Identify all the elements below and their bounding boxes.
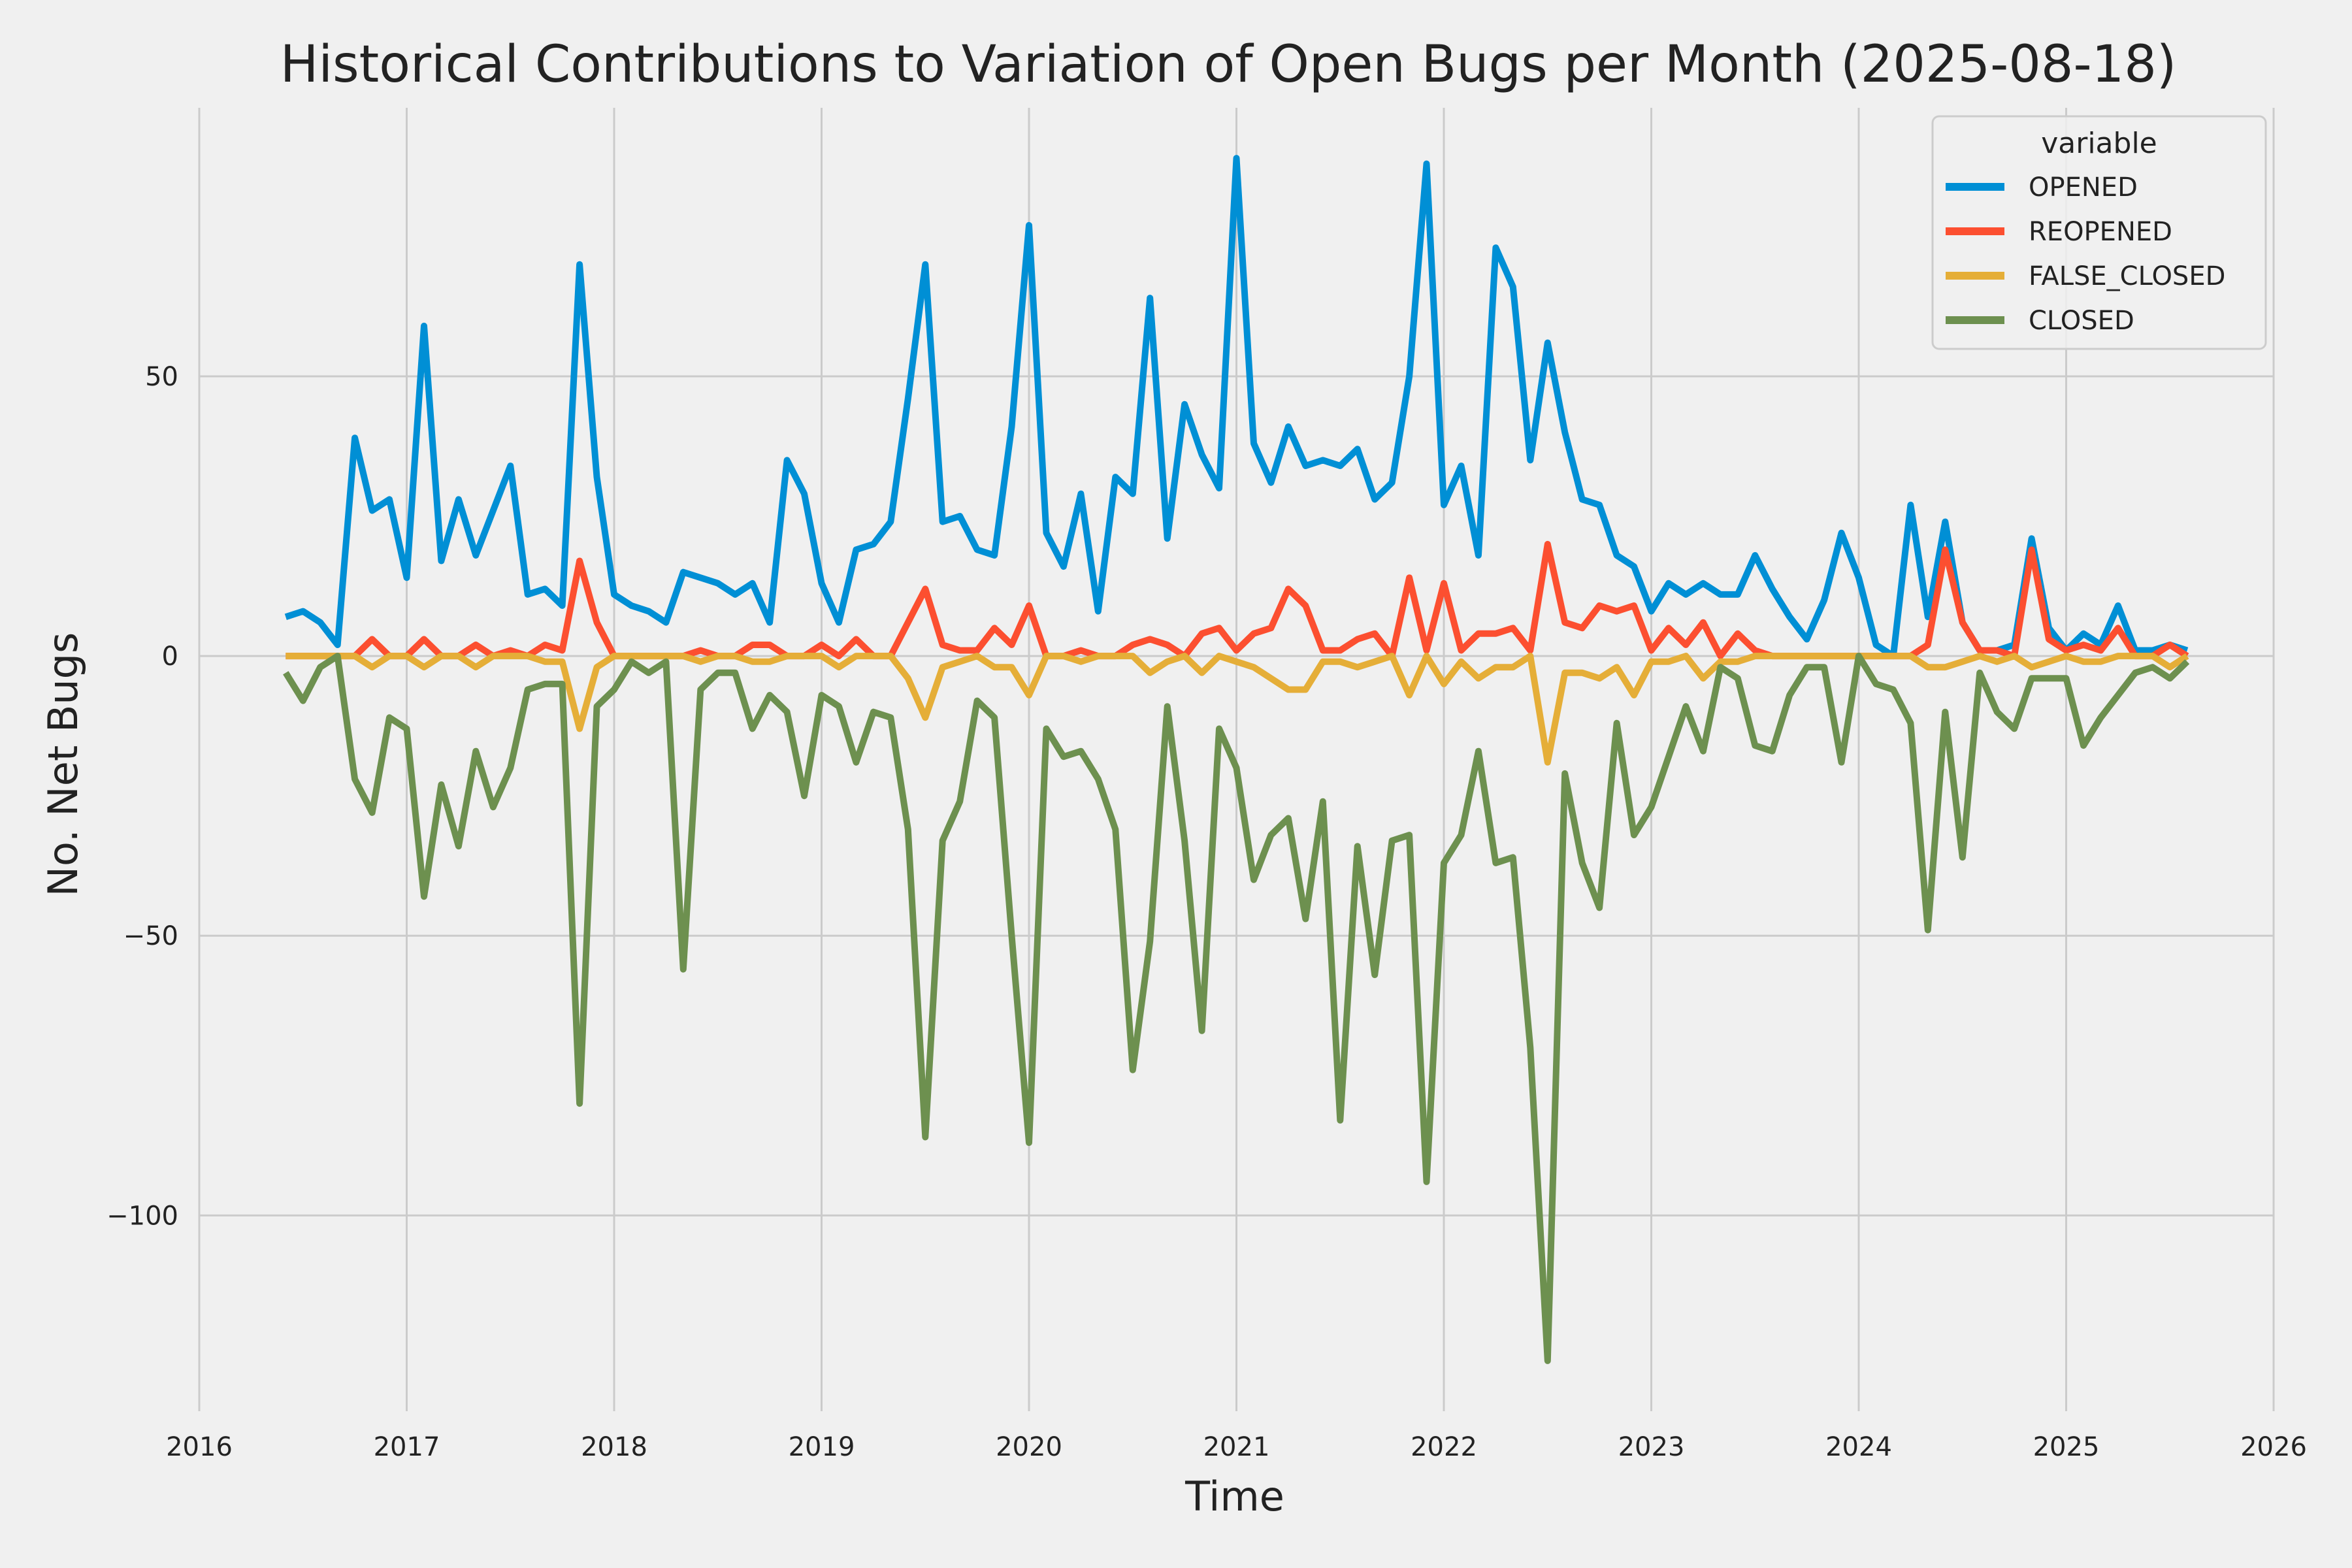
grid — [198, 108, 2275, 1411]
y-axis-label: No. Net Bugs — [39, 632, 87, 897]
x-tick-label: 2018 — [581, 1432, 647, 1462]
legend-box — [1931, 115, 2267, 350]
y-tick-label: 0 — [162, 642, 178, 672]
legend-items: OPENED REOPENED FALSE_CLOSED CLOSED — [1946, 172, 2225, 336]
x-tick-label: 2021 — [1203, 1432, 1270, 1462]
legend-label: FALSE_CLOSED — [2029, 261, 2225, 291]
x-tick-label: 2025 — [2033, 1432, 2100, 1462]
series-line-false-closed — [286, 653, 2189, 766]
legend-label: OPENED — [2029, 172, 2138, 203]
x-tick-label: 2019 — [789, 1432, 855, 1462]
series-line-closed — [283, 653, 2190, 1364]
legend-label: REOPENED — [2029, 217, 2172, 247]
y-tick-label: −50 — [123, 921, 178, 951]
chart-title: Historical Contributions to Variation of… — [280, 35, 2177, 94]
ticks: 2016 2017 2018 2019 2020 2021 2022 2023 2024 2025… — [106, 362, 2307, 1462]
x-tick-label: 2020 — [996, 1432, 1062, 1462]
legend-title: variable — [2041, 127, 2157, 160]
x-axis-label: Time — [1184, 1473, 1284, 1520]
x-tick-label: 2022 — [1411, 1432, 1477, 1462]
x-tick-label: 2023 — [1618, 1432, 1685, 1462]
x-tick-label: 2017 — [374, 1432, 440, 1462]
legend-label: CLOSED — [2029, 306, 2134, 336]
y-tick-label: −100 — [106, 1201, 178, 1231]
series-layer — [283, 155, 2190, 1364]
y-tick-label: 50 — [145, 362, 178, 392]
x-tick-label: 2026 — [2240, 1432, 2307, 1462]
x-tick-label: 2016 — [166, 1432, 233, 1462]
x-tick-label: 2024 — [1825, 1432, 1892, 1462]
legend: variable OPENED REOPENED FALSE_CLOSED CLOSE… — [1931, 115, 2267, 350]
series-line-opened — [284, 155, 2189, 660]
